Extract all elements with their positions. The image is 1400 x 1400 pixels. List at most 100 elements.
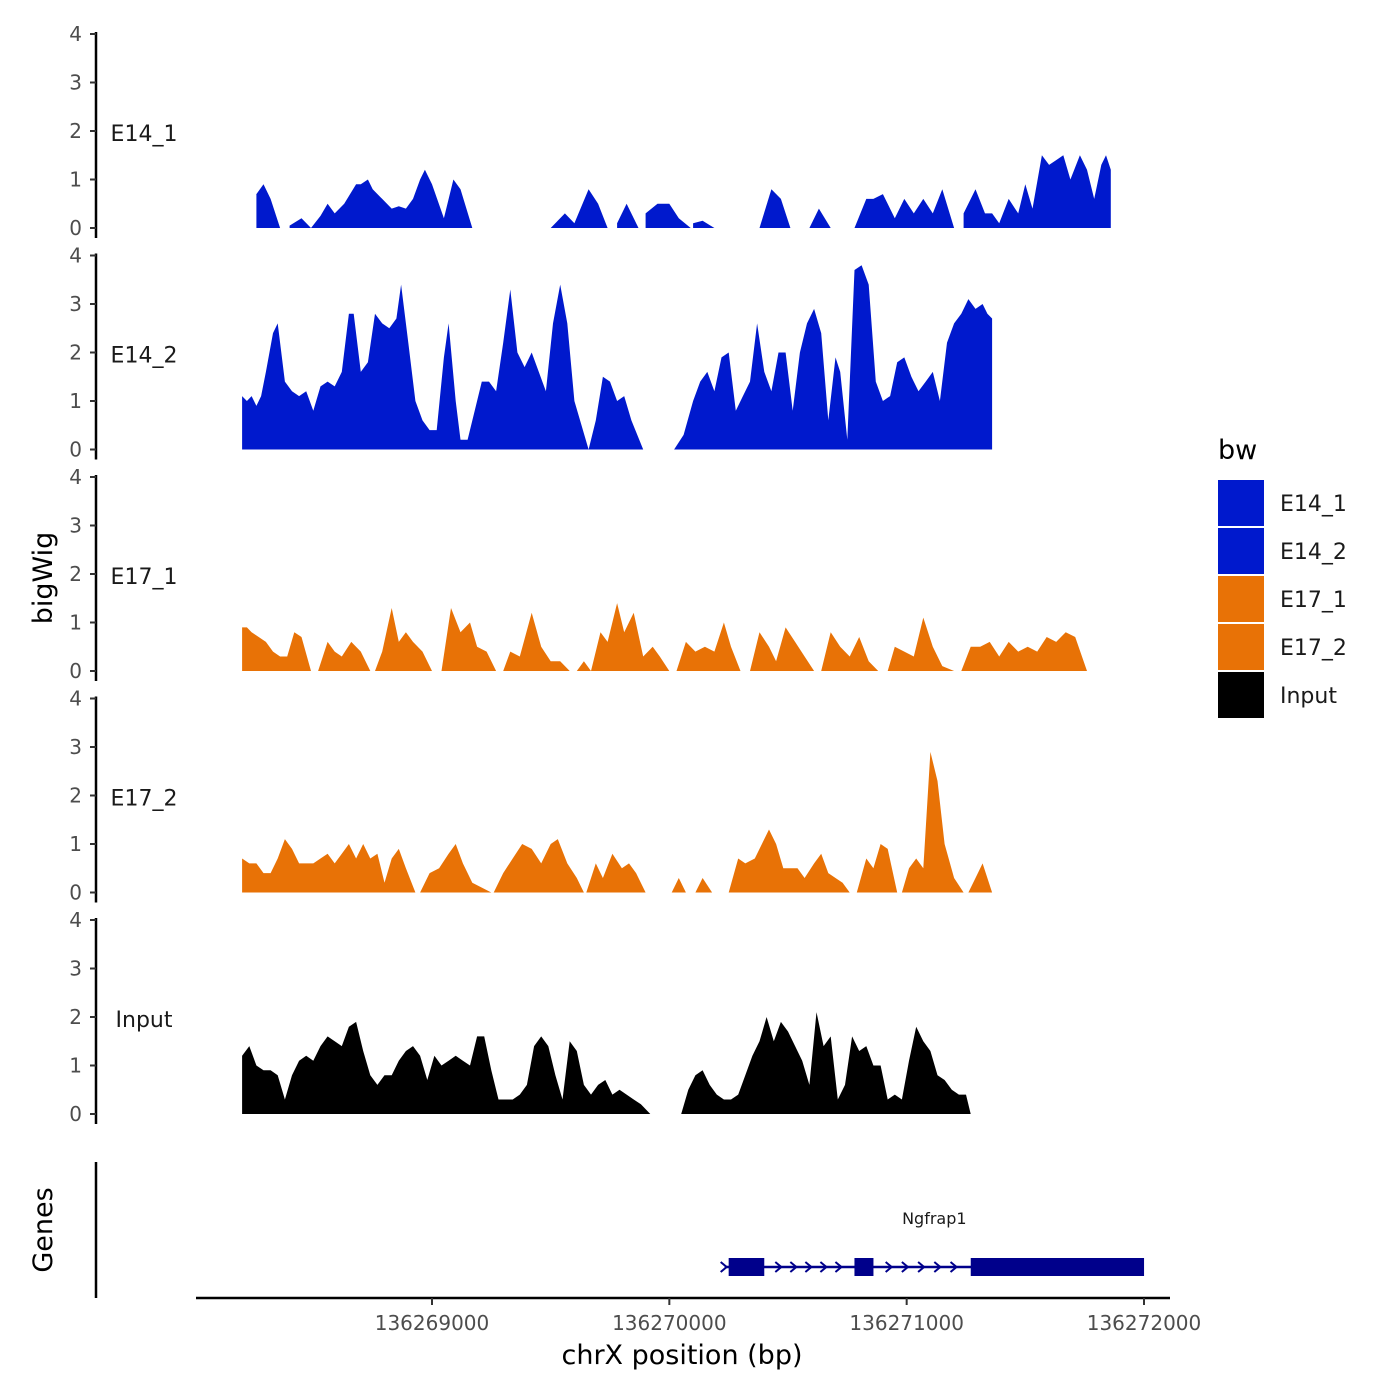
area-e17-1-segment-6 xyxy=(576,603,670,671)
y-tick-label: 0 xyxy=(69,216,82,240)
gene-exon xyxy=(970,1258,1145,1276)
y-tick-label: 2 xyxy=(69,562,82,586)
y-tick-label: 2 xyxy=(69,1005,82,1029)
y-tick-label: 4 xyxy=(69,908,82,932)
x-tick-label: 136272000 xyxy=(1087,1311,1202,1335)
legend-swatch xyxy=(1218,672,1264,718)
strand-arrow-icon xyxy=(789,1261,798,1273)
strand-arrow-icon xyxy=(774,1261,783,1273)
area-e17-2-segment-1 xyxy=(242,839,416,893)
strand-arrow-icon xyxy=(804,1261,813,1273)
y-tick-label: 3 xyxy=(69,514,82,538)
track-e14-1: 0 1 2 3 4 E14_1 xyxy=(69,22,1111,240)
area-e17-2-segment-2 xyxy=(420,844,492,893)
legend-item-e14-1: E14_1 xyxy=(1218,480,1347,526)
area-e14-2-segment-2 xyxy=(674,265,993,450)
strand-arrow-icon xyxy=(885,1261,894,1273)
strand-arrow-icon xyxy=(901,1261,910,1273)
y-tick-label: 1 xyxy=(69,1054,82,1078)
legend-item-e17-2: E17_2 xyxy=(1218,624,1347,670)
area-e14-1-segment-5 xyxy=(645,203,691,228)
y-tick-label: 3 xyxy=(69,957,82,981)
area-e17-2-segment-10 xyxy=(968,863,993,893)
x-ticks: 136269000 136270000 136271000 136272000 xyxy=(375,1298,1202,1335)
gene-model-ngfrap1: Ngfrap1 xyxy=(720,1209,1145,1276)
y-tick-label: 0 xyxy=(69,881,82,905)
area-e17-2-segment-9 xyxy=(901,751,964,893)
coverage-tracks: 0 1 2 3 4 E14_1 0 1 2 3 4 E14_2 0 1 2 3 4 E17_1 0 1 2 3 4 E17_2… xyxy=(69,22,1111,1126)
track-label: E17_2 xyxy=(111,787,178,812)
strand-arrow-icon xyxy=(720,1261,729,1273)
track-label: E14_1 xyxy=(111,122,178,147)
area-e17-1-segment-9 xyxy=(821,632,879,671)
y-axis-title: bigWig xyxy=(28,532,59,625)
legend-label: E17_1 xyxy=(1280,588,1347,613)
area-e17-2-segment-3 xyxy=(493,839,584,893)
track-label: Input xyxy=(116,1008,173,1033)
legend: bw E14_1 E14_2 E17_1 E17_2 Input xyxy=(1218,435,1347,718)
area-e14-2-segment-1 xyxy=(242,284,644,450)
gene-exon xyxy=(854,1258,874,1276)
gene-exon xyxy=(728,1258,765,1276)
x-tick-label: 136269000 xyxy=(375,1311,490,1335)
y-tick-label: 3 xyxy=(69,292,82,316)
y-tick-label: 2 xyxy=(69,341,82,365)
legend-items: E14_1 E14_2 E17_1 E17_2 Input xyxy=(1218,480,1347,718)
y-tick-label: 3 xyxy=(69,735,82,759)
area-e17-2-segment-6 xyxy=(695,878,713,893)
y-tick-label: 1 xyxy=(69,611,82,635)
y-tick-label: 0 xyxy=(69,659,82,683)
legend-swatch xyxy=(1218,624,1264,670)
y-tick-label: 0 xyxy=(69,1102,82,1126)
area-e14-1-segment-10 xyxy=(963,155,1111,228)
y-tick-label: 4 xyxy=(69,465,82,489)
y-tick-label: 4 xyxy=(69,687,82,711)
legend-item-input: Input xyxy=(1218,672,1337,718)
legend-label: E14_2 xyxy=(1280,540,1347,565)
track-e17-1: 0 1 2 3 4 E17_1 xyxy=(69,465,1087,683)
x-tick-label: 136271000 xyxy=(849,1311,964,1335)
y-tick-label: 1 xyxy=(69,832,82,856)
area-e17-1-segment-10 xyxy=(887,617,955,671)
legend-swatch xyxy=(1218,480,1264,526)
genes-axis-title: Genes xyxy=(28,1187,59,1272)
y-tick-label: 4 xyxy=(69,244,82,268)
area-e17-1-segment-5 xyxy=(503,612,570,671)
track-label: E17_1 xyxy=(111,565,178,590)
track-input: 0 1 2 3 4 Input xyxy=(69,908,971,1126)
legend-label: E14_1 xyxy=(1280,492,1347,517)
y-tick-label: 2 xyxy=(69,784,82,808)
area-e17-1-segment-11 xyxy=(961,632,1087,671)
strand-arrow-icon xyxy=(933,1261,942,1273)
area-e14-1-segment-3 xyxy=(550,189,608,228)
area-e14-1-segment-4 xyxy=(617,203,639,228)
area-e14-1-segment-6 xyxy=(693,220,715,228)
legend-label: Input xyxy=(1280,684,1337,709)
strand-arrow-icon xyxy=(819,1261,828,1273)
legend-title: bw xyxy=(1218,435,1257,466)
y-tick-label: 4 xyxy=(69,22,82,46)
area-e14-1-segment-7 xyxy=(759,189,791,228)
area-e17-2-segment-4 xyxy=(586,853,646,893)
area-e14-1-segment-8 xyxy=(809,208,831,228)
legend-label: E17_2 xyxy=(1280,636,1347,661)
y-tick-label: 1 xyxy=(69,168,82,192)
genes-panel: Genes Ngfrap1 xyxy=(28,1162,1145,1298)
area-e17-2-segment-5 xyxy=(671,878,686,893)
area-input-segment-2 xyxy=(681,1012,971,1114)
x-tick-label: 136270000 xyxy=(612,1311,727,1335)
y-tick-label: 2 xyxy=(69,119,82,143)
strand-arrow-icon xyxy=(917,1261,926,1273)
area-e17-2-segment-7 xyxy=(728,829,850,893)
track-e14-2: 0 1 2 3 4 E14_2 xyxy=(69,244,993,462)
gene-name-label: Ngfrap1 xyxy=(902,1209,966,1228)
y-tick-label: 0 xyxy=(69,438,82,462)
area-e14-1-segment-2 xyxy=(289,169,473,228)
strand-arrow-icon xyxy=(834,1261,843,1273)
area-e17-1-segment-2 xyxy=(318,641,371,671)
area-e17-1-segment-8 xyxy=(750,627,815,671)
x-axis-title: chrX position (bp) xyxy=(561,1340,802,1371)
track-e17-2: 0 1 2 3 4 E17_2 xyxy=(69,687,993,905)
legend-swatch xyxy=(1218,528,1264,574)
